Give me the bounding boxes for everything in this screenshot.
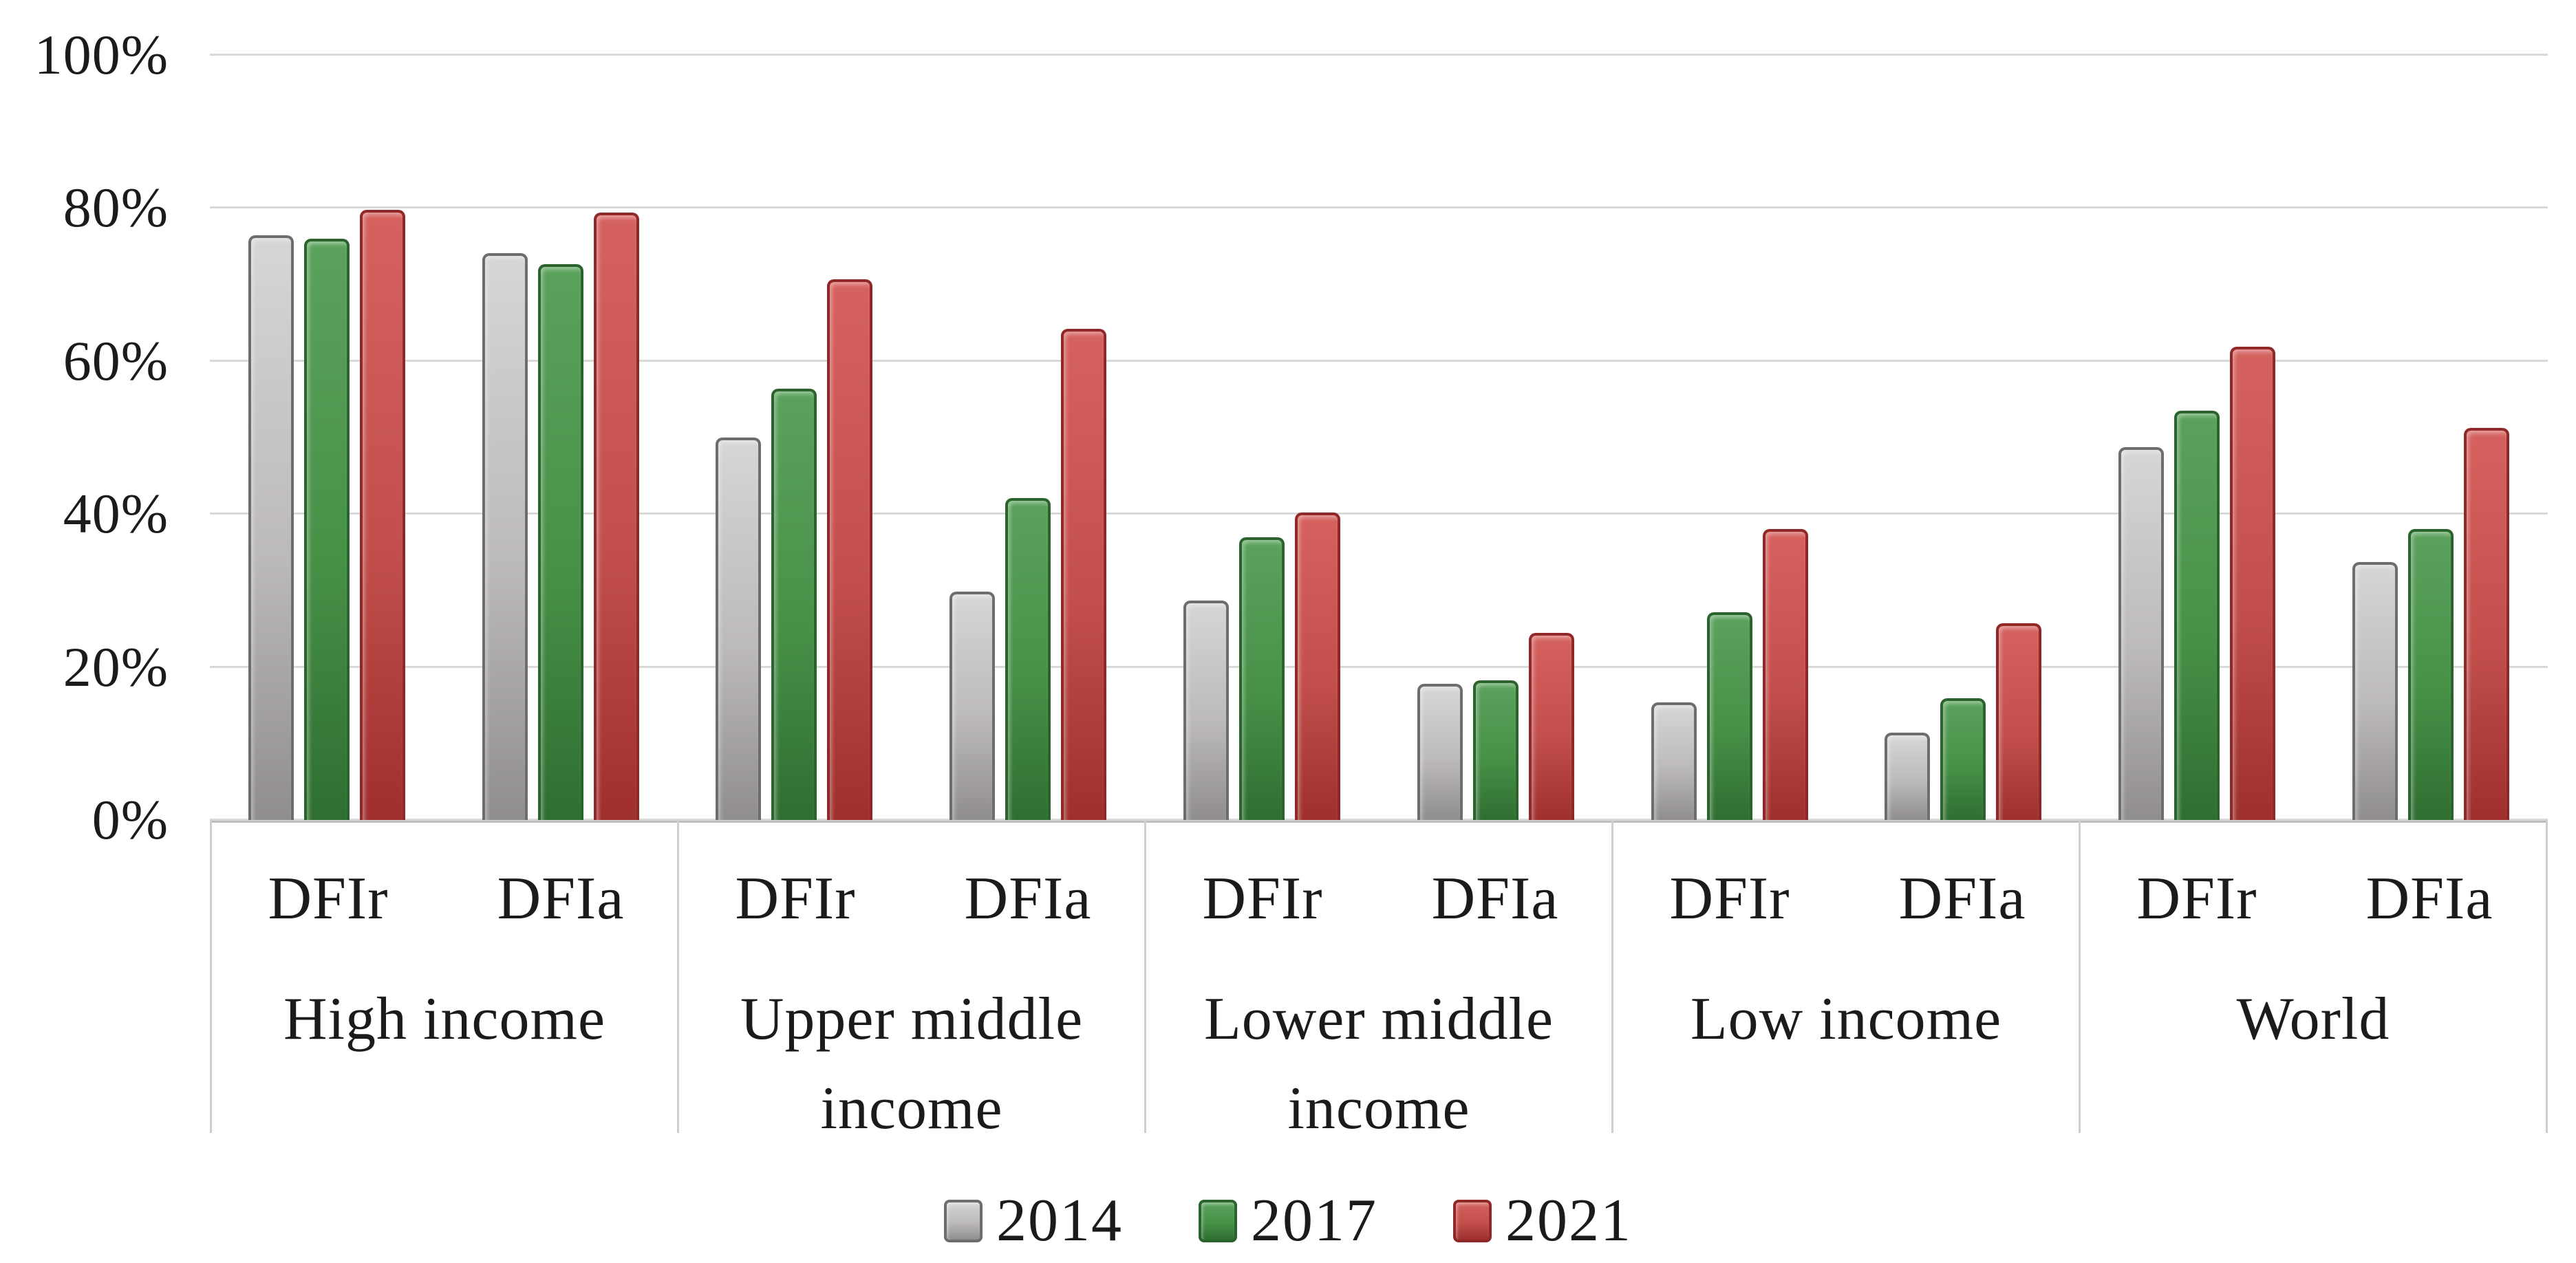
y-tick-label: 40% [63, 482, 169, 546]
subgroup-dfia [911, 55, 1145, 820]
bar-low-income-dfir-2021 [1762, 529, 1808, 820]
subgroup-label-row: DFIr DFIa [212, 858, 677, 940]
gridline-40% [210, 512, 2548, 515]
x-axis-label-table: DFIr DFIa High income DFIr DFIa Upper middle … [210, 820, 2548, 1142]
bar-low-income-dfia-2021 [1996, 623, 2042, 820]
bar-group-low-income [1613, 55, 2081, 820]
y-tick-label: 80% [63, 176, 169, 239]
bar-low-income-dfir-2017 [1706, 612, 1752, 820]
category-label-upper-middle-income: Upper middle income [740, 986, 1084, 1142]
gridline-20% [210, 665, 2548, 668]
subgroup-label-dfir: DFIr [735, 865, 856, 932]
bar-low-income-dfir-2014 [1651, 702, 1697, 820]
legend-swatch-icon [944, 1200, 983, 1242]
bar-lower-middle-income-dfir-2014 [1183, 600, 1230, 820]
bar-upper-middle-income-dfir-2014 [716, 438, 762, 820]
legend-label: 2014 [996, 1187, 1123, 1254]
gridline-80% [210, 206, 2548, 209]
bar-upper-middle-income-dfia-2017 [1005, 497, 1051, 820]
bar-lower-middle-income-dfia-2017 [1472, 680, 1518, 820]
subgroup-dfia [1379, 55, 1613, 820]
bar-high-income-dfia-2017 [537, 263, 583, 820]
bar-world-dfir-2014 [2118, 447, 2165, 820]
label-cell-high-income: DFIr DFIa High income [210, 820, 677, 1133]
y-tick-label: 60% [63, 329, 169, 392]
subgroup-dfia [2314, 55, 2548, 820]
bar-high-income-dfir-2017 [303, 238, 350, 820]
legend-label: 2017 [1251, 1187, 1377, 1254]
subgroup-dfir [1145, 55, 1379, 820]
subgroup-dfir [678, 55, 912, 820]
bar-upper-middle-income-dfia-2021 [1061, 329, 1107, 820]
subgroup-label-dfir: DFIr [268, 865, 389, 932]
bar-upper-middle-income-dfia-2014 [949, 591, 996, 820]
subgroup-dfir [2080, 55, 2314, 820]
subgroup-label-dfia: DFIa [964, 865, 1092, 932]
bar-lower-middle-income-dfia-2021 [1528, 632, 1574, 820]
bar-high-income-dfir-2014 [248, 235, 294, 820]
category-label-lower-middle-income: Lower middle income [1203, 986, 1554, 1142]
bar-high-income-dfir-2021 [359, 209, 405, 820]
category-label-high-income: High income [283, 986, 605, 1052]
legend-label: 2021 [1505, 1187, 1632, 1254]
bar-world-dfir-2017 [2174, 411, 2220, 820]
bar-world-dfia-2021 [2464, 427, 2510, 820]
y-axis: 0% 20% 40% 60% 80% 100% [0, 27, 169, 848]
subgroup-label-dfia: DFIa [1898, 865, 2026, 932]
subgroup-label-row: DFIr DFIa [1146, 858, 1611, 940]
bar-group-lower-middle-income [1145, 55, 1613, 820]
bar-world-dfir-2021 [2230, 346, 2276, 820]
legend-item-2017: 2017 [1199, 1190, 1377, 1252]
label-cell-world: DFIr DFIa World [2079, 820, 2548, 1133]
subgroup-label-dfia: DFIa [1431, 865, 1559, 932]
subgroup-label-dfir: DFIr [1669, 865, 1790, 932]
bar-world-dfia-2017 [2408, 529, 2454, 820]
category-label-low-income: Low income [1690, 986, 2002, 1052]
legend: 2014 2017 2021 [0, 1190, 2576, 1252]
plot-area [210, 54, 2548, 823]
subgroup-dfir [210, 55, 444, 820]
bar-group-upper-middle-income [678, 55, 1146, 820]
gridline-100% [210, 54, 2548, 56]
bar-upper-middle-income-dfir-2017 [771, 388, 817, 820]
subgroup-dfia [444, 55, 678, 820]
bar-world-dfia-2014 [2352, 562, 2398, 820]
y-tick-label: 100% [34, 23, 169, 86]
subgroup-label-row: DFIr DFIa [679, 858, 1144, 940]
bar-group-world [2080, 55, 2548, 820]
bar-upper-middle-income-dfir-2021 [827, 279, 873, 820]
legend-swatch-icon [1199, 1200, 1237, 1242]
legend-item-2021: 2021 [1453, 1190, 1632, 1252]
bar-low-income-dfia-2014 [1885, 733, 1931, 820]
subgroup-label-dfia: DFIa [497, 865, 625, 932]
legend-swatch-icon [1453, 1200, 1492, 1242]
bar-lower-middle-income-dfir-2021 [1295, 512, 1341, 820]
gridline-0% [210, 819, 2548, 821]
subgroup-label-dfir: DFIr [2136, 865, 2257, 932]
bar-high-income-dfia-2021 [593, 213, 639, 820]
subgroup-label-dfia: DFIa [2365, 865, 2493, 932]
y-tick-label: 20% [63, 635, 169, 698]
subgroup-dfia [1847, 55, 2081, 820]
subgroup-label-row: DFIr DFIa [1613, 858, 2079, 940]
label-cell-lower-middle-income: DFIr DFIa Lower middle income [1144, 820, 1611, 1142]
subgroup-dfir [1613, 55, 1847, 820]
subgroup-label-row: DFIr DFIa [2081, 858, 2546, 940]
bar-low-income-dfia-2017 [1940, 698, 1986, 820]
bar-lower-middle-income-dfir-2017 [1239, 537, 1285, 820]
label-cell-low-income: DFIr DFIa Low income [1611, 820, 2079, 1133]
legend-item-2014: 2014 [944, 1190, 1123, 1252]
bar-high-income-dfia-2014 [482, 253, 528, 820]
label-cell-upper-middle-income: DFIr DFIa Upper middle income [677, 820, 1144, 1142]
category-label-world: World [2236, 986, 2390, 1052]
bar-group-high-income [210, 55, 678, 820]
subgroup-label-dfir: DFIr [1202, 865, 1323, 932]
bar-lower-middle-income-dfia-2014 [1417, 684, 1463, 820]
gridline-60% [210, 359, 2548, 362]
y-tick-label: 0% [92, 788, 169, 851]
